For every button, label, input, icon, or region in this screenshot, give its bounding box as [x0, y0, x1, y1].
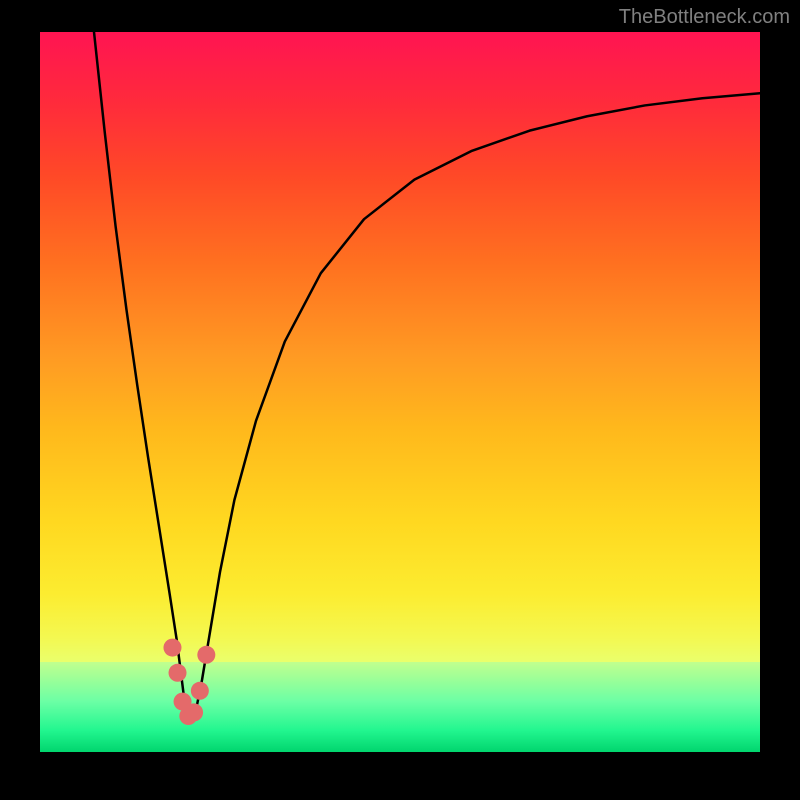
- marker-dot: [185, 703, 203, 721]
- chart-container: TheBottleneck.com: [0, 0, 800, 800]
- marker-dot: [169, 664, 187, 682]
- watermark-label: TheBottleneck.com: [619, 6, 790, 29]
- marker-dot: [197, 646, 215, 664]
- plot-area: [40, 32, 760, 752]
- gradient-background: [40, 32, 760, 752]
- marker-dot: [191, 682, 209, 700]
- marker-dot: [163, 639, 181, 657]
- plot-svg: [40, 32, 760, 752]
